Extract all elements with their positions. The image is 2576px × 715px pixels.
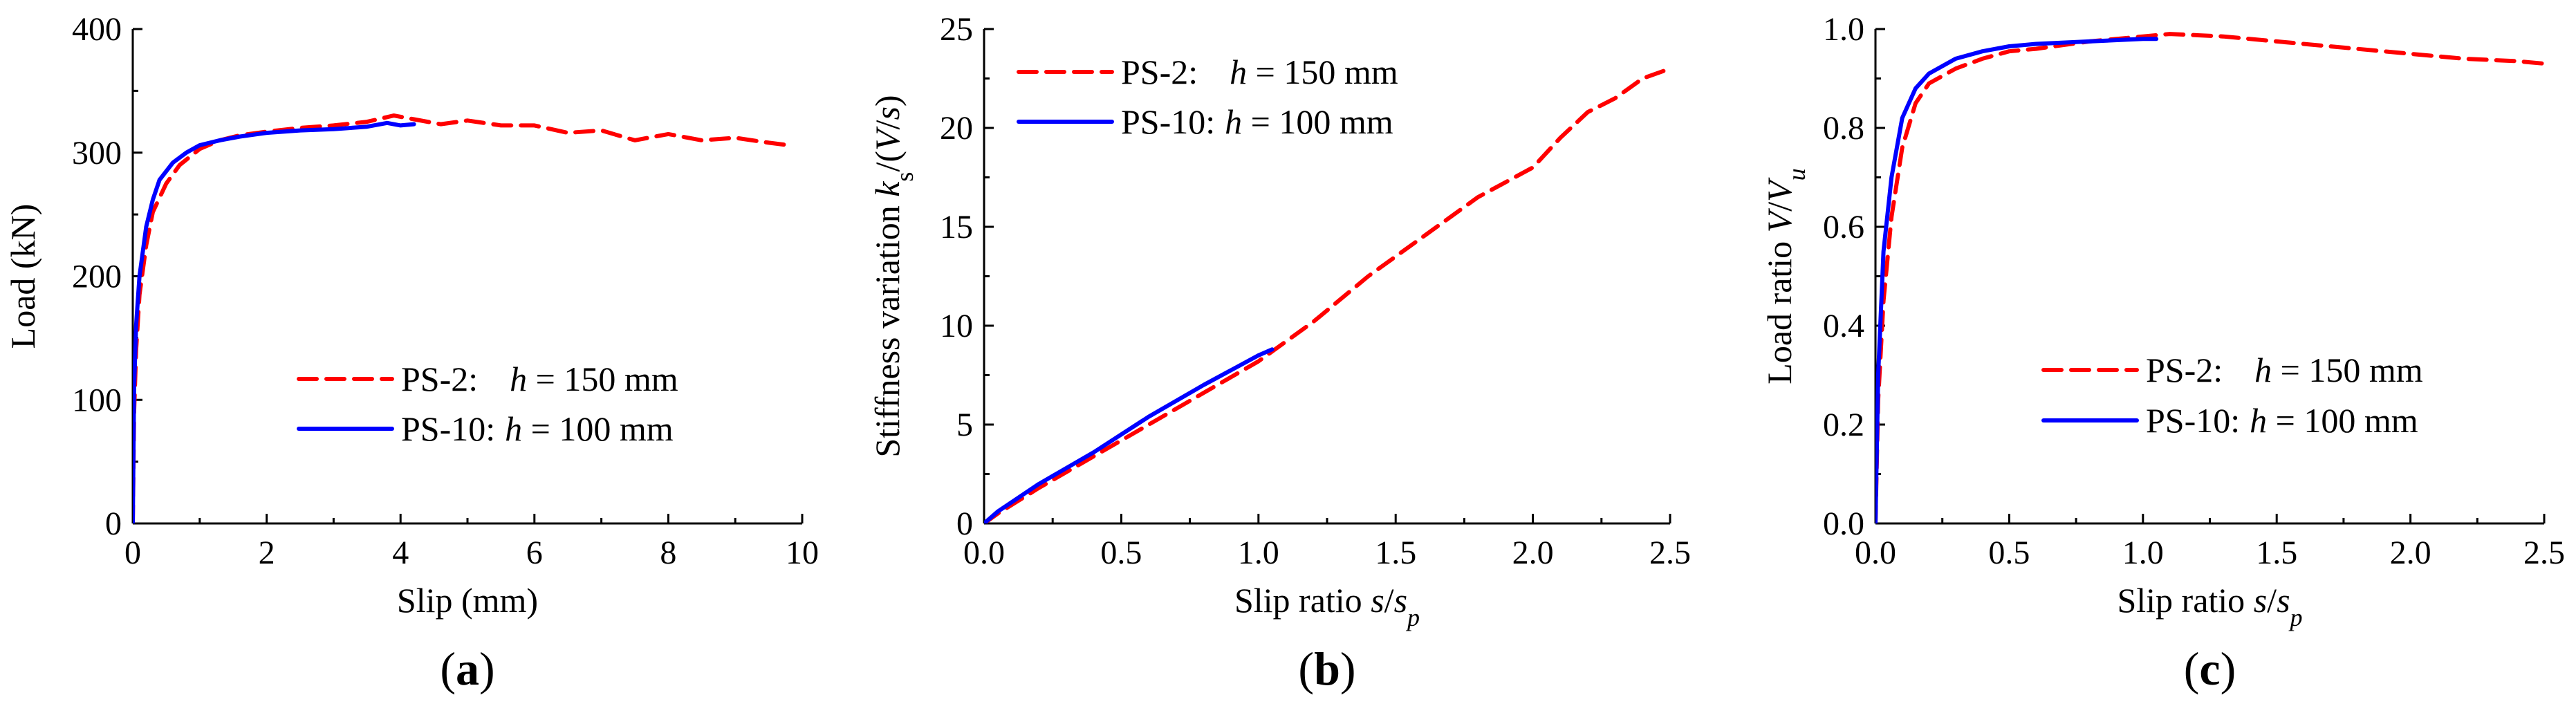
- y-tick-label: 0.4: [1823, 308, 1864, 344]
- series-group: [133, 113, 791, 523]
- series-line-ps-10: [133, 120, 416, 523]
- x-tick-label: 4: [392, 535, 409, 571]
- x-axis-title: Slip ratio s/sp: [1234, 581, 1420, 631]
- y-tick-label: 200: [72, 259, 122, 295]
- x-tick-label: 1.5: [1375, 535, 1416, 571]
- x-axis-title: Slip (mm): [397, 581, 538, 620]
- legend: PS-2: h = 150 mm PS-10: h = 100 mm: [297, 360, 678, 448]
- series-line-ps-2: [133, 113, 791, 523]
- panel-c: 0.0 0.5 1.0 1.5 2.0 2.5 0.0 0.2 0.4 0.6 0.8 1.0 Slip…: [1760, 11, 2565, 695]
- y-tick-label: 0.6: [1823, 209, 1864, 245]
- y-tick-label: 0: [956, 505, 973, 542]
- x-tick-label: 0.5: [1988, 535, 2030, 571]
- x-tick-label: 1.5: [2256, 535, 2297, 571]
- y-tick-label: 1.0: [1823, 11, 1864, 48]
- x-tick-label: 6: [526, 535, 543, 571]
- legend-label-ps-10: PS-10: h = 100 mm: [401, 409, 674, 448]
- x-axis-title: Slip ratio s/sp: [2117, 581, 2302, 631]
- x-tick-label: 1.0: [1238, 535, 1279, 571]
- x-tick-label: 2.5: [2523, 535, 2565, 571]
- series-group: [984, 66, 1670, 523]
- x-tick-label: 10: [786, 535, 819, 571]
- y-tick-label: 300: [72, 135, 122, 171]
- y-tick-label: 0.2: [1823, 407, 1864, 443]
- x-tick-label: 8: [660, 535, 676, 571]
- panel-label: (c): [2184, 642, 2236, 695]
- series-line-ps-2: [1875, 32, 2544, 523]
- y-axis-title: Load (kN): [3, 204, 42, 349]
- y-tick-label: 25: [940, 11, 973, 48]
- legend: PS-2: h = 150 mm PS-10: h = 100 mm: [1017, 53, 1398, 141]
- legend-label-ps-2: PS-2: h = 150 mm: [401, 360, 678, 398]
- series-group: [1875, 32, 2544, 523]
- x-tick-label: 0.0: [1855, 535, 1896, 571]
- y-tick-label: 10: [940, 308, 973, 344]
- x-tick-label: 2.5: [1649, 535, 1691, 571]
- y-tick-label: 0.0: [1823, 505, 1864, 542]
- panel-label: (b): [1298, 642, 1355, 695]
- x-tick-label: 0.0: [963, 535, 1005, 571]
- legend-label-ps-10: PS-10: h = 100 mm: [2146, 401, 2418, 440]
- x-tick-label: 2.0: [2390, 535, 2431, 571]
- series-line-ps-10: [1875, 37, 2159, 523]
- x-tick-label: 2.0: [1512, 535, 1554, 571]
- panel-label: (a): [440, 642, 494, 695]
- legend-label-ps-2: PS-2: h = 150 mm: [2146, 351, 2423, 389]
- y-tick-label: 100: [72, 382, 122, 418]
- x-tick-label: 2: [259, 535, 275, 571]
- x-tick-label: 1.0: [2122, 535, 2164, 571]
- legend-label-ps-2: PS-2: h = 150 mm: [1121, 53, 1398, 91]
- series-line-ps-10: [984, 347, 1275, 523]
- x-tick-label: 0.5: [1100, 535, 1142, 571]
- y-axis-title: Load ratio V/Vu: [1760, 168, 1810, 384]
- y-axis-title: Stiffness variation ks/(V/s): [868, 95, 918, 457]
- y-tick-label: 400: [72, 11, 122, 48]
- y-tick-label: 0.8: [1823, 110, 1864, 147]
- x-tick-label: 0: [124, 535, 141, 571]
- series-line-ps-2: [984, 66, 1670, 523]
- y-tick-label: 15: [940, 209, 973, 245]
- panel-b: 0.0 0.5 1.0 1.5 2.0 2.5 0 5 10 15 20 25 Slip ratio s…: [868, 11, 1691, 695]
- y-tick-label: 20: [940, 110, 973, 147]
- legend-label-ps-10: PS-10: h = 100 mm: [1121, 102, 1393, 141]
- legend: PS-2: h = 150 mm PS-10: h = 100 mm: [2041, 351, 2423, 440]
- y-tick-label: 5: [956, 407, 973, 443]
- y-tick-label: 0: [105, 505, 122, 542]
